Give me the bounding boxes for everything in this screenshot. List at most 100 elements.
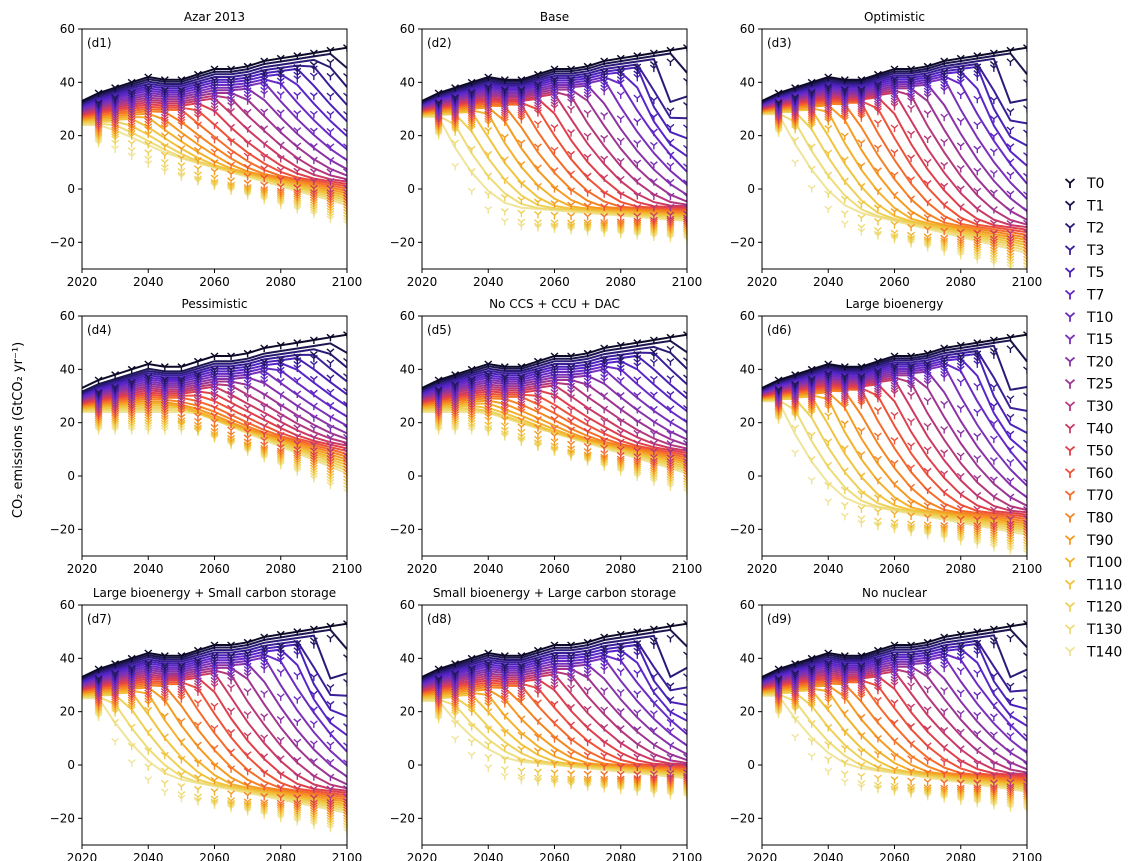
marker: [1006, 697, 1015, 706]
series-line-T5: [762, 65, 1027, 147]
marker: [1006, 732, 1015, 740]
marker: [1006, 229, 1015, 238]
marker: [923, 110, 932, 118]
legend-entry-T50: T50: [1064, 444, 1113, 460]
marker: [907, 176, 916, 184]
marker: [343, 127, 347, 136]
marker: [1023, 234, 1027, 242]
legend-label: T20: [1086, 354, 1113, 370]
marker: [683, 101, 687, 110]
marker: [111, 383, 120, 392]
marker: [533, 406, 542, 415]
panel-title: No nuclear: [862, 586, 927, 600]
marker: [343, 357, 347, 366]
marker: [940, 234, 949, 243]
panel-letter: (d5): [427, 323, 452, 337]
marker: [989, 347, 998, 356]
marker: [227, 395, 236, 403]
marker: [923, 225, 932, 234]
marker: [567, 434, 576, 442]
marker: [210, 776, 219, 785]
marker: [940, 633, 949, 641]
legend-label: T140: [1086, 644, 1122, 660]
marker: [616, 137, 625, 146]
marker: [683, 762, 687, 771]
marker: [517, 76, 526, 84]
marker: [533, 416, 542, 424]
marker: [517, 652, 526, 660]
marker: [973, 187, 982, 196]
marker: [989, 115, 998, 123]
marker: [243, 421, 252, 430]
marker: [484, 127, 493, 135]
marker: [243, 767, 252, 776]
marker: [484, 206, 493, 214]
marker: [666, 123, 675, 132]
marker: [484, 764, 493, 772]
marker: [293, 718, 302, 726]
marker: [923, 62, 932, 71]
x-tick-label: 2100: [672, 562, 703, 576]
marker: [243, 172, 252, 181]
marker: [807, 654, 816, 663]
marker: [649, 212, 658, 220]
marker: [293, 433, 302, 441]
marker: [973, 628, 982, 636]
marker: [649, 637, 658, 645]
marker: [633, 192, 642, 200]
marker: [1023, 219, 1027, 228]
marker: [500, 712, 509, 720]
plot-area: [82, 44, 347, 228]
marker: [276, 793, 285, 802]
series-line-T2: [762, 634, 1027, 680]
marker: [890, 782, 899, 791]
marker: [210, 744, 219, 753]
marker: [807, 665, 816, 673]
marker: [940, 138, 949, 147]
series-line-T60: [762, 386, 1027, 518]
marker: [276, 431, 285, 440]
marker: [567, 219, 576, 228]
marker: [500, 176, 509, 185]
marker: [840, 501, 849, 510]
marker: [193, 412, 202, 421]
marker: [293, 177, 302, 185]
y-tick-label: −20: [50, 235, 75, 249]
marker: [940, 426, 949, 434]
series-line-T60: [422, 392, 687, 457]
marker: [293, 696, 302, 704]
marker: [326, 156, 335, 165]
marker: [633, 118, 642, 126]
marker: [326, 348, 335, 356]
x-tick-label: 2060: [199, 851, 230, 861]
marker: [907, 703, 916, 712]
x-tick-label: 2040: [813, 562, 844, 576]
marker: [923, 214, 932, 222]
marker: [923, 513, 932, 522]
marker: [517, 773, 526, 782]
series-line-T130: [762, 399, 1027, 534]
marker: [616, 115, 625, 123]
x-tick-label: 2040: [133, 275, 164, 289]
marker: [533, 699, 542, 707]
marker: [451, 162, 460, 171]
marker: [649, 391, 658, 400]
marker: [326, 700, 335, 709]
marker: [1006, 235, 1015, 243]
marker: [550, 76, 559, 84]
marker: [616, 642, 625, 651]
marker: [144, 649, 153, 657]
marker: [517, 715, 526, 723]
marker: [293, 785, 302, 793]
marker: [583, 349, 592, 358]
marker: [343, 759, 347, 767]
marker: [989, 96, 998, 105]
marker: [309, 799, 318, 808]
marker: [973, 691, 982, 700]
marker: [633, 63, 642, 72]
marker: [326, 46, 335, 55]
marker: [276, 141, 285, 150]
